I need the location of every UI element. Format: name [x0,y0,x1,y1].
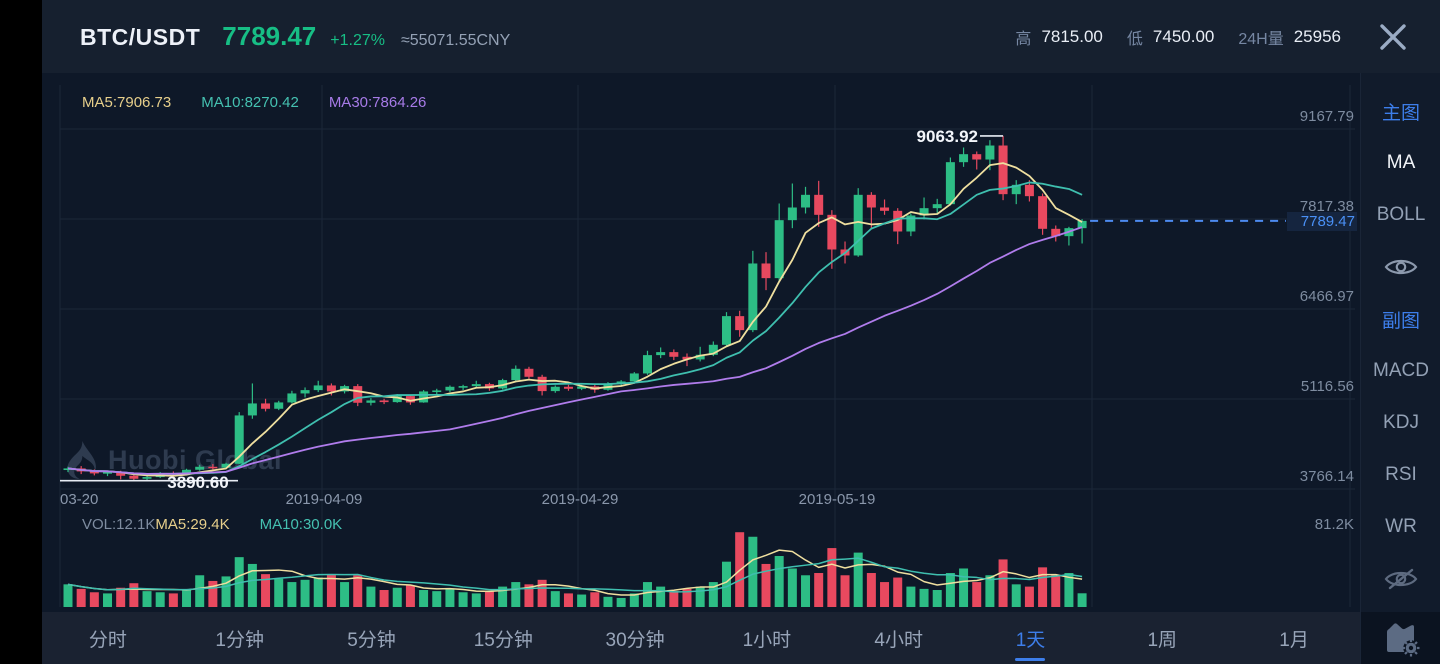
ma5-legend: MA5:7906.73 [82,94,172,111]
timeframe-1hour[interactable]: 1小时 [742,629,792,651]
last-price: 7789.47 [222,21,317,51]
volume-legend: VOL:12.1K MA5:29.4K MA10:30.0K [82,516,342,533]
active-underline [1015,658,1046,661]
y-axis-tick: 6466.97 [1299,288,1354,305]
main-chart-legend: MA5:7906.73 MA10:8270.42 MA30:7864.26 [82,94,426,111]
y-axis-tick: 5116.56 [1300,378,1354,395]
timeframe-5min[interactable]: 5分钟 [347,629,396,651]
daily-stats: 高 7815.00 低 7450.00 24H量 25956 [1015,0,1355,73]
low-value: 7450.00 [1152,26,1215,46]
timeframe-1month[interactable]: 1月 [1279,629,1309,651]
symbol-pair: BTC/USDT [80,24,201,50]
ma30-legend: MA30:7864.26 [328,94,427,111]
timeframe-bar: 分时 1分钟 5分钟 15分钟 30分钟 1小时 4小时 1天 1周 1月 [42,612,1360,664]
high-value: 7815.00 [1041,26,1103,46]
fiat-approx-value: ≈55071.55CNY [400,32,511,49]
eye-off-icon[interactable] [1361,553,1440,605]
indicator-ma[interactable]: MA [1386,152,1416,173]
volume-axis-max: 81.2K [1314,516,1354,533]
chart-pane: Huobi Global MA5:7906.73 MA10:8270.42 MA… [42,73,1360,612]
eye-icon[interactable] [1361,241,1440,293]
candlestick-chart[interactable] [42,73,1360,612]
vol-legend-value: VOL:12.1K [82,516,156,533]
timeframe-1day[interactable]: 1天 [965,612,1097,664]
volume-value: 25956 [1293,26,1341,46]
main-chart-section-label: 主图 [1381,102,1420,124]
timeframe-30min[interactable]: 30分钟 [605,629,665,651]
x-axis-tick: 03-20 [60,491,99,508]
indicator-sidebar: 主图 MA BOLL 副图 MACD KDJ RSI WR [1360,73,1440,612]
current-price-tag: 7789.47 [1287,211,1357,231]
y-axis-tick: 9167.79 [1299,108,1354,125]
indicator-wr[interactable]: WR [1385,516,1417,537]
indicator-boll[interactable]: BOLL [1376,204,1426,225]
indicator-macd[interactable]: MACD [1373,360,1429,381]
volume-label: 24H量 [1238,30,1284,48]
y-axis-tick: 3766.14 [1299,468,1354,485]
high-label: 高 [1015,30,1032,48]
low-label: 低 [1126,30,1143,48]
sub-chart-section-label: 副图 [1381,310,1420,332]
x-axis-tick: 2019-04-29 [541,491,619,508]
indicator-kdj[interactable]: KDJ [1383,412,1419,433]
price-change-percent: +1.27% [330,32,385,49]
timeframe-4hour[interactable]: 4小时 [874,629,923,651]
close-icon[interactable] [1376,20,1410,54]
vol-ma10-legend: MA10:30.0K [259,516,343,533]
vol-ma5-legend: MA5:29.4K [155,516,230,533]
chart-settings-icon [1387,623,1420,657]
indicator-rsi[interactable]: RSI [1385,464,1417,485]
low-annotation: 3890.60 [167,472,229,492]
ma10-legend: MA10:8270.42 [201,94,299,111]
timeframe-fenshi[interactable]: 分时 [88,629,127,651]
timeframe-1week[interactable]: 1周 [1147,629,1178,651]
high-annotation: 9063.92 [916,126,978,146]
x-axis-tick: 2019-05-19 [798,491,876,508]
y-axis-tick: 7817.38 [1299,198,1354,215]
timeframe-1min[interactable]: 1分钟 [215,629,264,651]
chart-settings-button[interactable] [1360,612,1440,664]
timeframe-15min[interactable]: 15分钟 [473,629,533,651]
symbol-summary: BTC/USDT 7789.47 +1.27% ≈55071.55CNY [80,21,510,52]
x-axis-tick: 2019-04-09 [285,491,363,508]
header-bar: BTC/USDT 7789.47 +1.27% ≈55071.55CNY 高 7… [42,0,1440,73]
